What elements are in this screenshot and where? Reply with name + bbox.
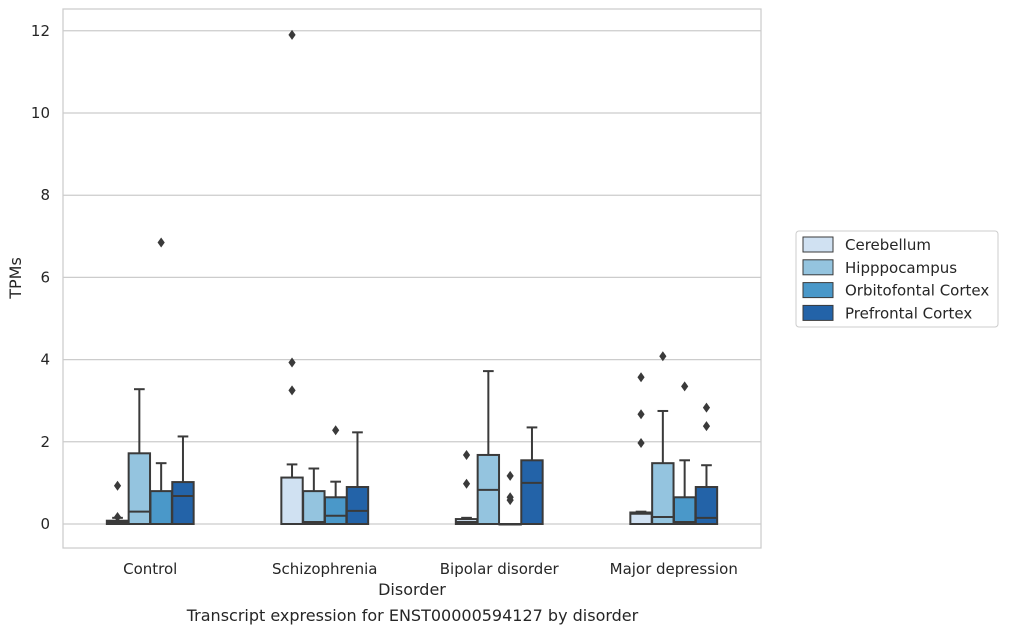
x-tick-label: Bipolar disorder xyxy=(440,560,560,578)
box xyxy=(149,490,173,525)
outlier-point xyxy=(702,421,711,432)
outlier-point xyxy=(462,449,471,460)
legend-swatch xyxy=(802,304,834,321)
box xyxy=(280,476,304,526)
box-prefrontal-cortex xyxy=(520,426,544,526)
box-hipppocampus xyxy=(302,467,326,525)
outlier-point xyxy=(157,237,165,248)
legend-label: Hipppocampus xyxy=(845,259,957,277)
x-tick-label: Major depression xyxy=(610,560,738,578)
outlier-point xyxy=(462,478,471,489)
legend-item: Prefrontal Cortex xyxy=(802,304,972,322)
y-tick-label: 4 xyxy=(40,351,50,369)
box-hipppocampus xyxy=(476,370,501,525)
y-tick-label: 0 xyxy=(40,515,50,533)
outlier-point xyxy=(332,425,340,436)
box-cerebellum xyxy=(280,29,304,526)
box-prefrontal-cortex xyxy=(345,431,370,526)
figure-caption: Transcript expression for ENST0000059412… xyxy=(186,606,639,625)
y-tick-label: 10 xyxy=(31,104,50,122)
x-tick-label: Control xyxy=(123,560,177,578)
outlier-point xyxy=(288,357,296,368)
outlier-point xyxy=(681,381,689,392)
box-orbitofontal-cortex xyxy=(498,470,522,526)
box xyxy=(345,486,370,526)
legend-swatch xyxy=(802,259,834,276)
gridlines xyxy=(63,30,761,525)
legend-label: Prefrontal Cortex xyxy=(845,304,972,322)
legend-label: Orbitofontal Cortex xyxy=(845,282,989,300)
box-prefrontal-cortex xyxy=(171,435,195,526)
legend-item: Orbitofontal Cortex xyxy=(802,282,989,300)
x-tick-label: Schizophrenia xyxy=(272,560,377,578)
box-orbitofontal-cortex xyxy=(149,237,173,525)
y-tick-label: 12 xyxy=(31,22,50,40)
outlier-point xyxy=(113,512,122,523)
legend-swatch xyxy=(802,282,834,299)
outlier-point xyxy=(637,372,645,383)
y-axis-ticks: 0 2 4 6 8 10 12 xyxy=(31,22,50,533)
box-cerebellum xyxy=(454,449,479,525)
x-axis-ticks: Control Schizophrenia Bipolar disorder Majo… xyxy=(123,560,738,578)
box-orbitofontal-cortex xyxy=(323,425,348,526)
outlier-point xyxy=(637,438,645,449)
outlier-point xyxy=(506,470,514,481)
box xyxy=(127,452,152,526)
box-cerebellum xyxy=(629,372,653,526)
box-orbitofontal-cortex xyxy=(672,381,697,526)
legend: Cerebellum Hipppocampus Orbitofontal Corte… xyxy=(795,230,999,328)
box xyxy=(171,481,195,526)
x-axis-title: Disorder xyxy=(378,580,446,599)
box-prefrontal-cortex xyxy=(694,402,719,526)
plot-frame xyxy=(62,8,762,549)
outlier-point xyxy=(113,480,122,491)
legend-item: Hipppocampus xyxy=(802,259,957,277)
y-tick-label: 8 xyxy=(40,186,50,204)
box xyxy=(651,462,675,525)
outlier-point xyxy=(659,351,667,362)
outlier-point xyxy=(702,402,711,413)
box xyxy=(672,496,697,526)
outlier-point xyxy=(288,385,296,396)
box xyxy=(520,459,544,526)
box-cerebellum xyxy=(105,480,130,525)
box-hipppocampus xyxy=(651,351,675,525)
legend-frame xyxy=(795,230,999,328)
box xyxy=(694,486,719,526)
y-tick-label: 2 xyxy=(40,433,50,451)
box-hipppocampus xyxy=(127,388,152,526)
outlier-point xyxy=(637,409,645,420)
box-series xyxy=(105,29,719,526)
outlier-point xyxy=(506,495,514,506)
legend-swatch xyxy=(802,236,834,253)
box xyxy=(302,490,326,525)
legend-item: Cerebellum xyxy=(802,236,931,254)
y-tick-label: 6 xyxy=(40,268,50,286)
outlier-point xyxy=(288,29,296,40)
legend-label: Cerebellum xyxy=(845,236,931,254)
y-axis-title: TPMs xyxy=(6,257,25,300)
box xyxy=(323,496,348,526)
